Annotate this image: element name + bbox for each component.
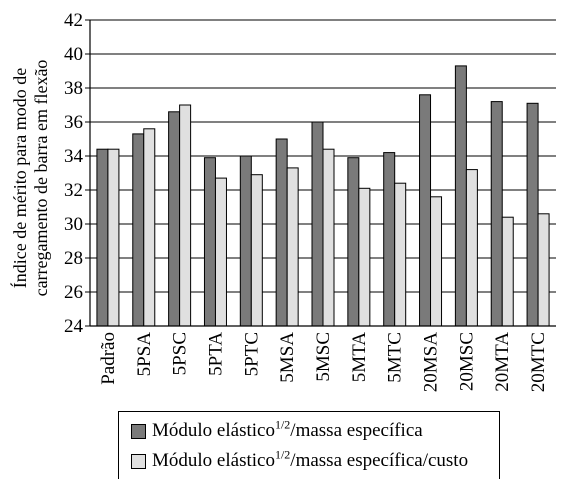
bar-series-2-5MTC <box>394 182 407 327</box>
bar-series-2-20MSC <box>465 169 478 327</box>
bar-series-1-5MTC <box>383 152 396 327</box>
bar-series-1-20MSC <box>454 65 467 327</box>
bar-series-1-20MSA <box>419 94 432 327</box>
x-tick-label-20MSA: 20MSA <box>421 332 442 392</box>
y-axis-label-line-1: Índice de mérito para modo de <box>9 68 30 288</box>
legend-label-series-2: Módulo elástico1/2/massa específica/cust… <box>152 447 469 471</box>
x-tick-label-5PSA: 5PSA <box>134 332 155 377</box>
x-tick-label-20MSC: 20MSC <box>456 332 477 391</box>
y-tick-label: 30 <box>64 214 83 235</box>
x-tick-label-5MSA: 5MSA <box>277 332 298 383</box>
bar-series-1-5MSA <box>275 138 288 327</box>
bar-series-1-Padrão <box>96 148 109 327</box>
bar-series-2-5MSA <box>286 167 299 327</box>
bar-series-2-20MSA <box>430 196 443 327</box>
bar-series-1-5PSA <box>132 133 145 327</box>
bar-series-1-5PTA <box>203 157 216 327</box>
y-tick-label: 32 <box>64 180 83 201</box>
legend-item-series-1: Módulo elástico1/2/massa específica <box>131 417 423 442</box>
y-axis-label-line-2: carregamento de barra em flexão <box>31 60 51 297</box>
bar-series-2-20MTA <box>501 216 514 327</box>
x-tick-label-5MTC: 5MTC <box>385 332 406 383</box>
y-tick-label: 36 <box>64 112 83 133</box>
x-tick-label-20MTC: 20MTC <box>528 332 549 392</box>
y-tick-label: 26 <box>64 282 83 303</box>
x-tick-label-5PSC: 5PSC <box>170 332 191 375</box>
y-axis-label: Índice de mérito para modo de carregamen… <box>9 60 51 297</box>
legend-swatch-series-1 <box>131 423 146 439</box>
y-tick-label: 40 <box>64 44 83 65</box>
legend-item-series-2: Módulo elástico1/2/massa específica/cust… <box>131 447 469 472</box>
x-tick-label-5PTA: 5PTA <box>205 332 226 376</box>
y-tick-label: 34 <box>64 146 84 167</box>
x-tick-labels: Padrão 5PSA 5PSC 5PTA 5PTC 5MSA 5MSC 5MTA 5MTC 20… <box>98 332 549 392</box>
y-tick-label: 42 <box>64 10 83 31</box>
bar-series-2-5PSC <box>179 104 192 327</box>
bar-series-1-20MTA <box>490 101 503 327</box>
bars <box>96 65 550 327</box>
legend-label-series-1: Módulo elástico1/2/massa específica <box>152 417 423 441</box>
x-tick-label-Padrão: Padrão <box>98 332 119 385</box>
x-tick-label-5MSC: 5MSC <box>313 332 334 382</box>
y-tick-labels: 24 26 28 30 32 34 36 38 40 42 <box>64 10 84 337</box>
axes <box>89 20 556 327</box>
bar-series-1-5PTC <box>239 155 252 327</box>
bar-series-2-5PTC <box>250 174 263 327</box>
y-tick-label: 28 <box>64 248 83 269</box>
x-tick-label-20MTA: 20MTA <box>492 332 513 392</box>
bar-series-2-20MTC <box>537 213 550 327</box>
bar-series-2-5PTA <box>214 177 227 327</box>
bar-series-2-Padrão <box>107 148 120 327</box>
bar-series-1-5MSC <box>311 121 324 327</box>
bar-series-2-5PSA <box>143 128 156 327</box>
bar-series-1-5MTA <box>347 157 360 327</box>
bar-series-2-5MSC <box>322 148 335 327</box>
bar-series-1-20MTC <box>526 102 539 327</box>
bar-series-2-5MTA <box>358 187 371 327</box>
bar-series-1-5PSC <box>168 111 181 327</box>
x-tick-label-5PTC: 5PTC <box>241 332 262 376</box>
y-tick-label: 24 <box>64 316 84 337</box>
x-tick-label-5MTA: 5MTA <box>349 332 370 382</box>
legend: Módulo elástico1/2/massa específica Módu… <box>118 411 500 479</box>
legend-swatch-series-2 <box>131 453 146 469</box>
y-tick-label: 38 <box>64 78 83 99</box>
